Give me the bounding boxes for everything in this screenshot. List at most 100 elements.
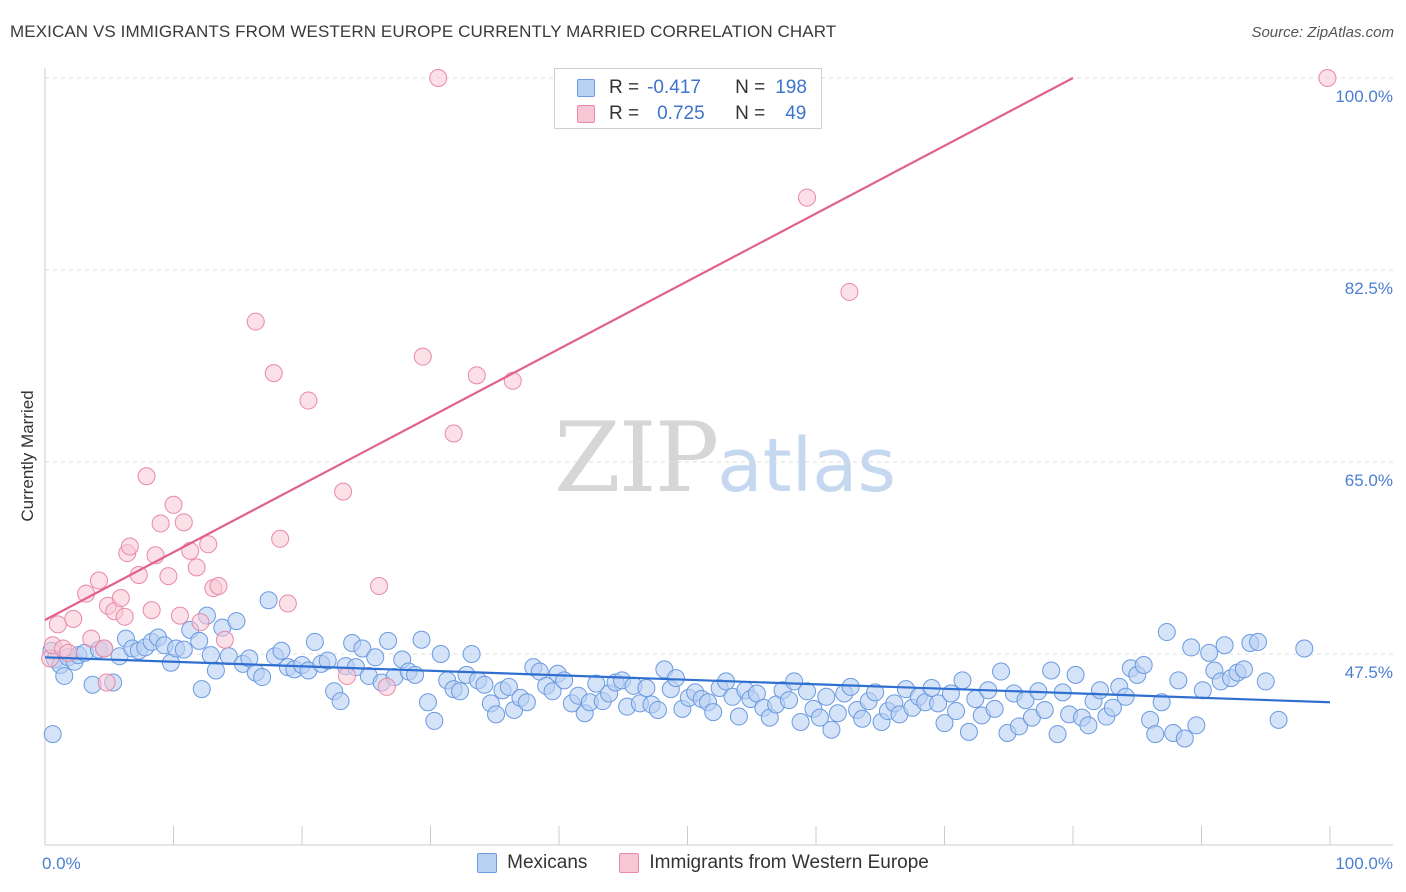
point-mexicans (1042, 661, 1061, 680)
point-mexicans (817, 687, 836, 706)
point-mexicans (353, 639, 372, 658)
point-immigrants (199, 535, 218, 554)
legend-row-mexicans: R = -0.417 N = 198 (577, 76, 807, 100)
point-mexicans (1182, 638, 1201, 657)
y-tick-labels: 47.5% 65.0% 82.5% 100.0% (1335, 87, 1393, 682)
point-mexicans (810, 708, 829, 727)
point-mexicans (929, 694, 948, 713)
point-mexicans (780, 691, 799, 710)
series-legend: Mexicans Immigrants from Western Europe (0, 852, 1406, 874)
point-mexicans (366, 648, 385, 667)
correlation-legend: R = -0.417 N = 198 R = 0.725 N = 49 (554, 68, 822, 129)
point-mexicans (543, 682, 562, 701)
point-mexicans (1010, 717, 1029, 736)
point-immigrants (334, 482, 353, 501)
point-mexicans (253, 668, 272, 687)
legend-r-label: R = (609, 103, 640, 124)
point-mexicans (1134, 655, 1153, 674)
point-mexicans (866, 683, 885, 702)
point-immigrants (89, 571, 108, 590)
point-mexicans (431, 645, 450, 663)
point-mexicans (201, 646, 220, 665)
legend-swatch-blue (477, 853, 498, 873)
point-immigrants (299, 391, 318, 410)
point-mexicans (1152, 693, 1171, 712)
point-immigrants (48, 615, 67, 634)
point-mexicans (648, 700, 667, 719)
legend-item-immigrants[interactable]: Immigrants from Western Europe (619, 852, 929, 874)
point-mexicans (1187, 716, 1206, 735)
point-immigrants (95, 639, 114, 658)
legend-item-mexicans[interactable]: Mexicans (477, 852, 587, 874)
point-mexicans (412, 630, 431, 649)
y-tick-label: 82.5% (1345, 279, 1393, 298)
point-mexicans (331, 692, 350, 711)
point-mexicans (1234, 660, 1253, 679)
legend-swatch-pink (577, 105, 595, 123)
legend-r-value: 0.725 (657, 103, 705, 124)
series-immigrants-western-europe (41, 69, 1337, 696)
point-mexicans (499, 677, 518, 696)
point-mexicans (1256, 672, 1275, 691)
point-mexicans (517, 693, 536, 712)
legend-item-label: Immigrants from Western Europe (649, 852, 929, 873)
legend-row-immigrants: R = 0.725 N = 49 (577, 102, 806, 126)
point-mexicans (947, 702, 966, 721)
point-mexicans (1169, 671, 1188, 690)
trend-line-mexicans (44, 656, 1331, 704)
point-immigrants (444, 424, 463, 443)
point-mexicans (406, 665, 425, 684)
legend-n-value: 49 (785, 103, 807, 124)
point-immigrants (151, 514, 170, 533)
point-mexicans (941, 684, 960, 703)
point-mexicans (1175, 729, 1194, 748)
point-mexicans (729, 707, 748, 726)
point-immigrants (137, 467, 156, 486)
point-immigrants (246, 312, 265, 331)
point-immigrants (337, 666, 356, 685)
x-tick-labels: 0.0% 100.0% (42, 854, 1393, 873)
point-mexicans (992, 662, 1011, 681)
point-immigrants (429, 69, 448, 87)
point-mexicans (462, 645, 481, 663)
watermark: ZIPatlas (554, 402, 896, 514)
grid-lines (45, 77, 1393, 655)
point-mexicans (487, 705, 506, 724)
point-immigrants (503, 371, 522, 390)
legend-n-label: N = (735, 103, 766, 124)
trend-line-immigrants (44, 77, 1074, 621)
point-mexicans (1066, 665, 1085, 684)
legend-r-value: -0.417 (647, 77, 701, 98)
point-immigrants (1318, 69, 1337, 87)
point-immigrants (187, 558, 206, 577)
point-immigrants (142, 601, 161, 620)
point-mexicans (55, 666, 74, 685)
x-tick-label-right: 100.0% (1335, 854, 1393, 873)
point-mexicans (985, 699, 1004, 718)
point-mexicans (1035, 700, 1054, 719)
y-tick-label: 65.0% (1345, 471, 1393, 490)
point-immigrants (798, 188, 817, 207)
point-mexicans (475, 675, 494, 694)
legend-item-label: Mexicans (507, 852, 588, 873)
point-immigrants (413, 347, 432, 366)
point-mexicans (1193, 681, 1212, 700)
point-mexicans (305, 632, 324, 651)
point-mexicans (853, 709, 872, 728)
point-mexicans (841, 677, 860, 696)
point-immigrants (82, 629, 101, 648)
trend-lines (44, 77, 1331, 704)
point-mexicans (1103, 698, 1122, 717)
point-immigrants (120, 537, 139, 556)
point-immigrants (377, 677, 396, 696)
point-immigrants (209, 576, 228, 595)
point-mexicans (587, 674, 606, 693)
legend-n-label: N = (735, 77, 766, 98)
point-immigrants (129, 566, 148, 585)
point-mexicans (822, 720, 841, 739)
point-mexicans (791, 713, 810, 732)
point-mexicans (637, 679, 656, 698)
point-mexicans (192, 680, 211, 699)
point-mexicans (1048, 725, 1067, 744)
